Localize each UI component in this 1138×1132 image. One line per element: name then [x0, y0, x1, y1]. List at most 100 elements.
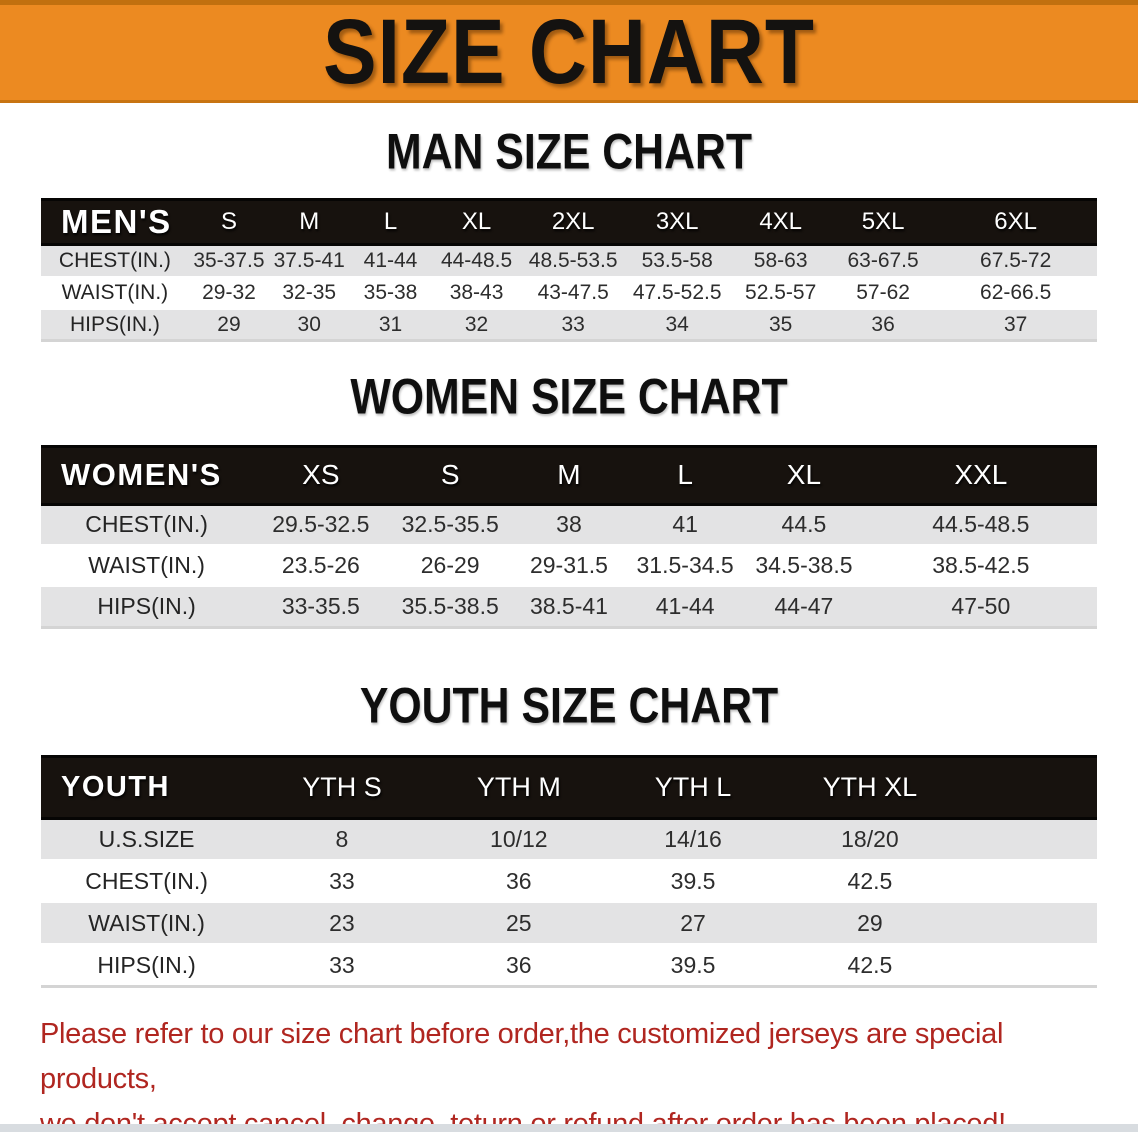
spacer-cell	[959, 754, 1097, 820]
column-header: XXL	[864, 444, 1097, 506]
row-label: WAIST(IN.)	[41, 275, 189, 309]
column-header: 6XL	[934, 198, 1097, 247]
spacer-cell	[959, 859, 1097, 903]
table-row: HIPS(IN.) 33 36 39.5 42.5	[41, 943, 1097, 987]
size-value: 29	[780, 901, 960, 945]
size-value: 47-50	[864, 585, 1097, 628]
size-value: 44-48.5	[431, 243, 522, 277]
youth-size-chart-table: YOUTH YTH S YTH M YTH L YTH XL U.S.SIZE 8 10/12…	[41, 754, 1097, 988]
spacer-cell	[959, 943, 1097, 987]
size-value: 42.5	[780, 943, 960, 987]
size-value: 33	[252, 943, 432, 987]
spacer-cell	[959, 901, 1097, 945]
banner-title: SIZE CHART	[323, 0, 815, 103]
column-header: YTH M	[431, 754, 606, 820]
table-row: HIPS(IN.) 33-35.5 35.5-38.5 38.5-41 41-44 44-…	[41, 585, 1097, 628]
size-value: 33-35.5	[252, 585, 390, 628]
size-value: 31.5-34.5	[627, 544, 744, 587]
size-value: 53.5-58	[624, 243, 730, 277]
size-value: 38.5-42.5	[864, 544, 1097, 587]
size-value: 25	[431, 901, 606, 945]
size-value: 18/20	[780, 817, 960, 861]
size-value: 23.5-26	[252, 544, 390, 587]
column-header: XL	[743, 444, 865, 506]
size-value: 41-44	[349, 243, 432, 277]
size-value: 27	[605, 901, 781, 945]
section-heading: WOMEN SIZE CHART	[350, 368, 788, 425]
column-header: L	[627, 444, 744, 506]
size-value: 8	[252, 817, 432, 861]
column-header: XS	[252, 444, 390, 506]
size-value: 32	[431, 307, 522, 341]
size-value: 41-44	[627, 585, 744, 628]
size-value: 23	[252, 901, 432, 945]
size-value: 30	[269, 307, 350, 341]
size-value: 35-37.5	[188, 243, 270, 277]
column-header: M	[510, 444, 628, 506]
column-header: XL	[431, 198, 522, 247]
size-value: 29	[188, 307, 270, 341]
size-value: 29.5-32.5	[252, 503, 390, 546]
table-header-row: WOMEN'S XS S M L XL XXL	[41, 444, 1097, 506]
size-value: 35	[729, 307, 832, 341]
row-label: HIPS(IN.)	[41, 585, 253, 628]
size-value: 44.5	[743, 503, 865, 546]
row-label: U.S.SIZE	[41, 817, 253, 861]
size-value: 39.5	[605, 859, 781, 903]
size-value: 43-47.5	[521, 275, 625, 309]
column-header: S	[188, 198, 270, 247]
size-value: 34.5-38.5	[743, 544, 865, 587]
size-value: 39.5	[605, 943, 781, 987]
size-value: 63-67.5	[831, 243, 935, 277]
size-value: 10/12	[431, 817, 606, 861]
column-header: YTH L	[605, 754, 781, 820]
size-value: 26-29	[389, 544, 511, 587]
row-label: WAIST(IN.)	[41, 544, 253, 587]
table-title-cell: YOUTH	[41, 754, 253, 820]
section-heading: MAN SIZE CHART	[385, 122, 752, 180]
section-man-size-chart: MAN SIZE CHART MEN'S S M L XL 2XL 3XL 4XL 5XL 6XL C…	[0, 122, 1138, 343]
size-value: 29-32	[188, 275, 270, 309]
size-value: 31	[349, 307, 432, 341]
size-value: 38-43	[431, 275, 522, 309]
size-value: 44.5-48.5	[864, 503, 1097, 546]
size-value: 36	[831, 307, 935, 341]
row-label: CHEST(IN.)	[41, 243, 189, 277]
notice-line-1: Please refer to our size chart before or…	[40, 1017, 1004, 1095]
row-label: HIPS(IN.)	[41, 307, 189, 341]
women-size-chart-table: WOMEN'S XS S M L XL XXL CHEST(IN.) 29.5-32.5 32.5…	[41, 444, 1097, 629]
size-value: 33	[252, 859, 432, 903]
size-value: 42.5	[780, 859, 960, 903]
size-value: 32-35	[269, 275, 350, 309]
size-value: 34	[624, 307, 730, 341]
table-row: U.S.SIZE 8 10/12 14/16 18/20	[41, 817, 1097, 861]
size-value: 52.5-57	[729, 275, 832, 309]
row-label: CHEST(IN.)	[41, 503, 253, 546]
column-header: 4XL	[729, 198, 832, 247]
table-title-cell: WOMEN'S	[41, 444, 253, 506]
order-notice: Please refer to our size chart before or…	[40, 1012, 1100, 1132]
section-youth-size-chart: YOUTH SIZE CHART YOUTH YTH S YTH M YTH L YTH …	[0, 676, 1138, 988]
row-label: WAIST(IN.)	[41, 901, 253, 945]
column-header: 3XL	[624, 198, 730, 247]
size-value: 14/16	[605, 817, 781, 861]
table-row: CHEST(IN.) 35-37.5 37.5-41 41-44 44-48.5 48.5…	[41, 243, 1097, 277]
size-value: 62-66.5	[934, 275, 1097, 309]
table-row: CHEST(IN.) 29.5-32.5 32.5-35.5 38 41 44.5 44.5…	[41, 503, 1097, 546]
row-label: HIPS(IN.)	[41, 943, 253, 987]
section-women-size-chart: WOMEN SIZE CHART WOMEN'S XS S M L XL XXL CHEST(I…	[0, 368, 1138, 629]
table-header-row: YOUTH YTH S YTH M YTH L YTH XL	[41, 754, 1097, 820]
size-value: 32.5-35.5	[389, 503, 511, 546]
size-value: 44-47	[743, 585, 865, 628]
bottom-strip	[0, 1124, 1138, 1132]
table-row: HIPS(IN.) 29 30 31 32 33 34 35 36 37	[41, 307, 1097, 341]
size-chart-sections: MAN SIZE CHART MEN'S S M L XL 2XL 3XL 4XL 5XL 6XL C…	[0, 122, 1138, 988]
table-row: WAIST(IN.) 23 25 27 29	[41, 901, 1097, 945]
size-value: 58-63	[729, 243, 832, 277]
size-value: 29-31.5	[510, 544, 628, 587]
size-value: 47.5-52.5	[624, 275, 730, 309]
size-value: 36	[431, 859, 606, 903]
table-title-cell: MEN'S	[41, 198, 189, 247]
section-heading: YOUTH SIZE CHART	[359, 676, 779, 733]
